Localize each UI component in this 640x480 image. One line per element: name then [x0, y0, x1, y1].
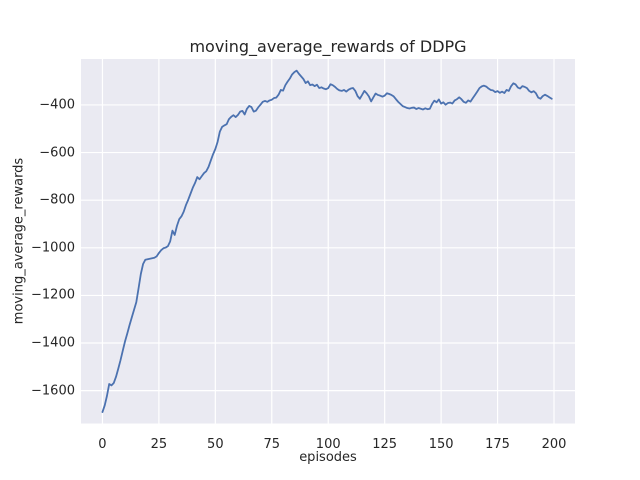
chart-title: moving_average_rewards of DDPG — [189, 37, 467, 56]
y-axis-label-text: moving_average_rewards — [11, 157, 27, 325]
y-tick-label: −1400 — [31, 335, 75, 351]
y-tick-label: −600 — [39, 145, 75, 161]
x-tick-label: 25 — [150, 437, 168, 452]
x-tick-label: 75 — [263, 437, 281, 452]
y-tick-label: −400 — [39, 97, 75, 113]
x-tick-label: 200 — [541, 437, 567, 452]
x-tick-label: 175 — [485, 437, 510, 452]
x-tick-label: 100 — [315, 437, 341, 452]
x-tick-label: 125 — [372, 437, 398, 452]
y-tick-label: −1000 — [31, 240, 75, 256]
data-line-moving_average_rewards — [101, 69, 553, 413]
x-tick-label: 0 — [98, 437, 107, 452]
x-axis-label: episodes — [299, 450, 357, 465]
y-tick-label: −800 — [39, 192, 75, 208]
x-tick-label: 150 — [428, 437, 454, 452]
y-tick-label: −1600 — [31, 383, 75, 399]
y-tick-label: −1200 — [31, 287, 75, 303]
x-tick-label: 50 — [207, 437, 224, 452]
